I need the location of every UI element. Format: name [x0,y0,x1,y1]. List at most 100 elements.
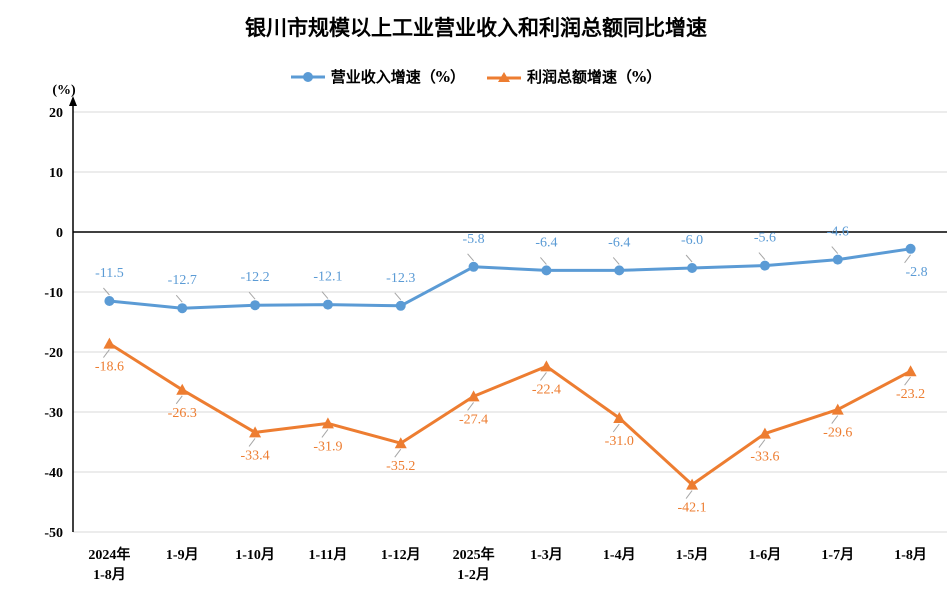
data-label: -35.2 [386,459,415,474]
data-point [468,261,479,272]
data-label: -33.4 [240,448,269,463]
y-tick-label: -10 [44,286,63,301]
label-leader-line [831,415,839,424]
data-label: -27.4 [459,412,488,427]
data-point [613,412,626,423]
data-point [831,403,844,415]
y-axis-arrow-icon [69,96,77,106]
x-tick-label: 1-10月 [235,547,275,563]
data-point [176,383,189,395]
x-tick-label: 1-6月 [749,547,782,563]
data-point [541,265,552,276]
x-tick-label: 1-3月 [530,547,563,563]
x-tick-label: 2024年 [88,546,130,563]
data-point [687,263,698,273]
data-label: -5.8 [462,232,484,247]
data-point [395,300,406,311]
label-leader-line [248,291,256,300]
data-label: -23.2 [896,387,925,402]
data-point [614,265,625,276]
data-point [832,254,843,265]
label-leader-line [758,252,766,260]
x-tick-label: 2025年 [453,546,495,563]
label-leader-line [685,254,693,263]
label-leader-line [831,246,839,254]
label-leader-line [467,402,474,411]
data-label: -22.4 [532,382,561,397]
legend-item-revenue: 营业收入增速（%） [290,66,465,87]
label-leader-line [904,254,911,264]
data-point [321,417,334,429]
y-tick-label: -40 [44,466,63,481]
triangle-marker-icon [487,71,521,82]
data-label: -31.9 [313,439,342,454]
data-label: -33.6 [750,450,779,465]
data-point [104,296,115,306]
data-label: -11.5 [95,266,124,281]
label-leader-line [248,438,256,447]
label-leader-line [612,257,620,265]
label-leader-line [612,423,620,433]
label-leader-line [103,287,110,296]
data-point [467,390,480,402]
label-leader-line [103,349,110,358]
data-point [905,243,916,254]
label-leader-line [175,294,183,303]
data-label: -12.7 [168,273,197,288]
data-label: -6.4 [608,235,630,250]
data-label: -5.6 [754,231,776,246]
x-tick-label: 1-9月 [166,547,199,563]
data-point [103,337,116,349]
data-point [177,303,188,314]
x-tick-label: 1-7月 [821,547,854,563]
y-tick-label: -30 [44,406,63,421]
data-label: -6.4 [535,235,557,250]
data-label: -29.6 [823,426,852,441]
data-point [249,426,262,438]
y-axis-unit: (%) [52,83,76,98]
y-tick-label: -50 [44,526,63,541]
circle-marker-icon [290,71,325,82]
y-tick-label: -20 [44,346,63,361]
label-leader-line [175,395,183,405]
label-leader-line [540,257,547,265]
data-label: -12.2 [240,270,269,285]
data-point [394,437,407,449]
data-label: -12.3 [386,271,415,286]
label-leader-line [394,448,402,458]
data-point [686,478,699,490]
data-label: -31.0 [605,434,634,449]
data-label: -2.8 [905,265,927,280]
x-tick-label: 1-5月 [676,547,709,563]
y-tick-label: 20 [49,106,63,121]
data-label: -18.6 [95,360,124,375]
series-line-1 [108,342,912,487]
legend: 营业收入增速（%） 利润总额增速（%） [0,66,952,87]
data-label: -42.1 [677,501,706,516]
legend-label: 营业收入增速（%） [330,68,465,86]
label-leader-line [685,490,693,499]
data-point [322,299,333,310]
data-point [759,260,770,271]
y-tick-label: 0 [56,226,63,241]
data-point [758,427,771,439]
data-point [250,300,261,311]
label-leader-line [904,376,911,386]
label-leader-line [540,372,547,381]
x-tick-label: 1-11月 [308,547,347,563]
x-tick-label: 1-8月 [93,567,126,583]
series-line-0 [109,247,911,310]
chart-title: 银川市规模以上工业营业收入和利润总额同比增速 [245,15,707,40]
data-point [540,360,553,372]
data-label: -6.0 [681,233,703,248]
data-point [904,365,917,377]
legend-item-profit: 利润总额增速（%） [487,66,661,87]
label-leader-line [321,291,329,299]
label-leader-line [321,429,329,438]
legend-label: 利润总额增速（%） [527,68,662,86]
label-leader-line [467,253,474,262]
label-leader-line [394,292,402,301]
data-label: -4.6 [827,225,849,240]
